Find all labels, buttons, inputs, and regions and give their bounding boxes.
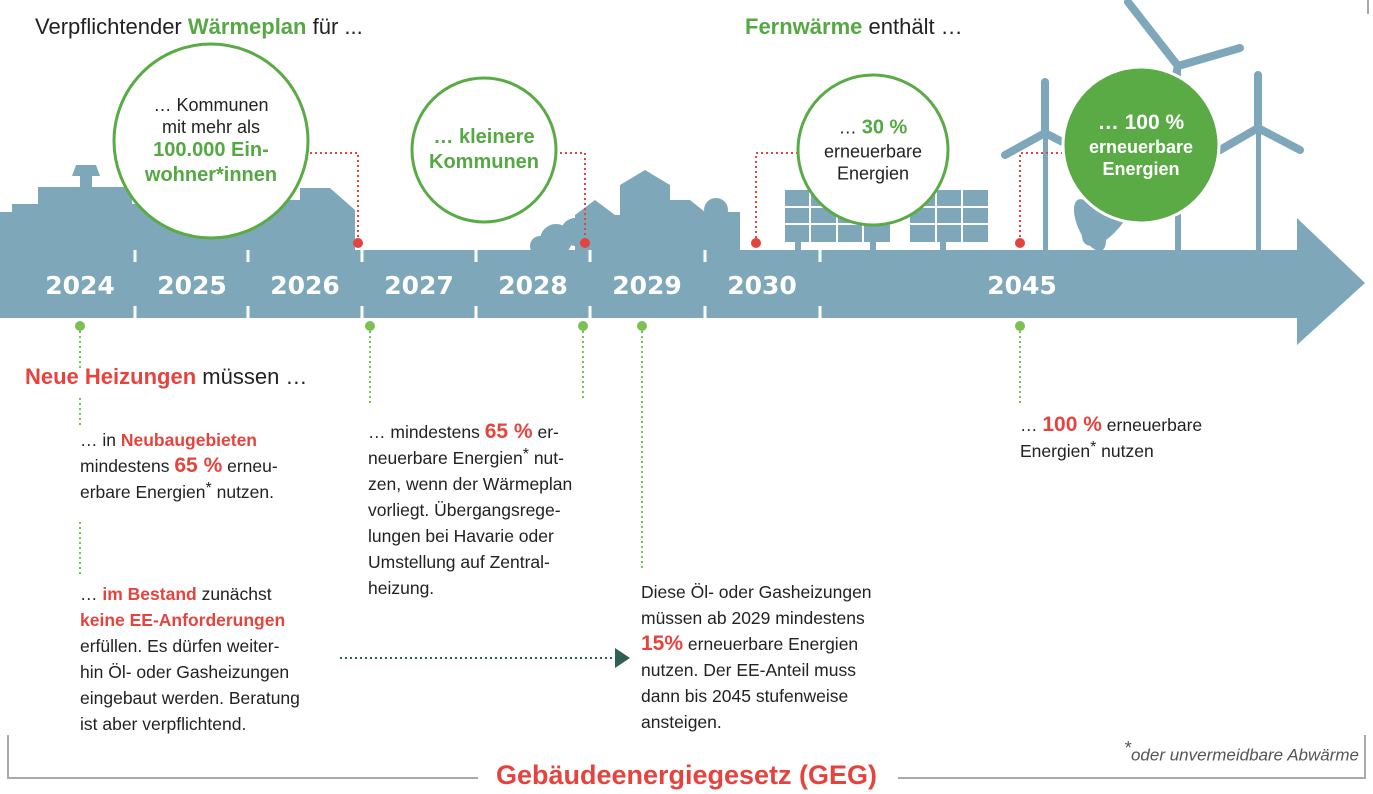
line: dann bis 2045 stufenweise — [641, 683, 872, 709]
line: müssen ab 2029 mindestens — [641, 605, 872, 631]
heating-heading: Neue Heizungen müssen … — [25, 364, 307, 390]
page: 2024 2025 2026 2027 2028 2029 2030 2045 Verpfli… — [0, 0, 1373, 794]
line: zen, wenn der Wärmeplan — [368, 471, 572, 497]
text: erneuerbare Energien — [688, 634, 858, 654]
text: … — [839, 118, 857, 138]
heat-plan-heading: Verpflichtender Wärmeplan für ... — [35, 14, 363, 40]
line: … 30 % — [824, 116, 922, 141]
line: neuerbare Energien* nut- — [368, 445, 572, 471]
text: erneu- — [227, 456, 278, 476]
line: mindestens 65 % erneu- — [80, 453, 278, 479]
text: … in — [80, 430, 116, 450]
line: Umstellung auf Zentral- — [368, 549, 572, 575]
line: heizung. — [368, 575, 572, 601]
highlight: Wärmeplan — [188, 14, 307, 39]
text: neuerbare Energien — [368, 448, 523, 468]
text: … mindestens — [368, 422, 480, 442]
asterisk: * — [523, 446, 529, 463]
year-label: 2030 — [727, 271, 797, 300]
highlight: 30 % — [862, 117, 908, 139]
line: keine EE-Anforderungen — [80, 607, 300, 633]
text: mindestens — [80, 456, 170, 476]
line: … 100 % — [1089, 110, 1193, 136]
green-dots — [75, 321, 1025, 331]
line: Energien — [1089, 158, 1193, 180]
line: … 100 % erneuerbare — [1020, 412, 1202, 438]
text: nutzen — [1101, 441, 1154, 461]
asterisk: * — [206, 480, 212, 497]
highlight: 15% — [641, 632, 683, 655]
highlight: Neubaugebieten — [121, 430, 257, 450]
line: erbare Energien* nutzen. — [80, 479, 278, 505]
year-label: 2025 — [157, 271, 227, 300]
highlight: Fernwärme — [745, 14, 862, 39]
asterisk: * — [1090, 439, 1096, 456]
year-label: 2028 — [498, 271, 568, 300]
year-label: 2024 — [45, 271, 115, 300]
text: zunächst — [202, 584, 272, 604]
text: er- — [537, 422, 558, 442]
text: nutzen. — [217, 482, 274, 502]
highlight: 65 % — [174, 454, 222, 477]
line: Diese Öl- oder Gasheizungen — [641, 579, 872, 605]
district-heating-heading: Fernwärme enthält … — [745, 14, 963, 40]
text: … — [80, 584, 98, 604]
text: enthält … — [869, 14, 963, 39]
line: lungen bei Havarie oder — [368, 523, 572, 549]
year-label: 2045 — [987, 271, 1057, 300]
note: … 100 % erneuerbare Energien* nutzen — [1020, 412, 1202, 464]
line: … kleinere — [429, 125, 539, 150]
highlight: Neue Heizungen — [25, 364, 196, 389]
line: vorliegt. Übergangsrege- — [368, 497, 572, 523]
highlight: 65 % — [485, 420, 533, 443]
year-label: 2026 — [270, 271, 340, 300]
circle-text: … 30 % erneuerbare Energien — [824, 116, 922, 185]
circle-text: … Kommunen mit mehr als 100.000 Ein- woh… — [145, 94, 277, 188]
line: hin Öl- oder Gasheizungen — [80, 659, 300, 685]
text: erneuerbare — [1107, 415, 1202, 435]
year-label: 2027 — [384, 271, 454, 300]
arrow-head — [615, 648, 630, 668]
text: erbare Energien — [80, 482, 206, 502]
line: … mindestens 65 % er- — [368, 419, 572, 445]
text: Energien — [1020, 441, 1090, 461]
line: ist aber verpflichtend. — [80, 711, 300, 737]
line: mit mehr als — [145, 116, 277, 138]
line: erneuerbare — [824, 141, 922, 163]
line: erfüllen. Es dürfen weiter- — [80, 633, 300, 659]
line: … in Neubaugebieten — [80, 427, 278, 453]
note: Diese Öl- oder Gasheizungen müssen ab 20… — [641, 579, 872, 735]
line: ansteigen. — [641, 709, 872, 735]
text: Verpflichtender — [35, 14, 182, 39]
line: erneuerbare — [1089, 136, 1193, 158]
highlight: im Bestand — [102, 584, 196, 604]
circle-text: … kleinere Kommunen — [429, 125, 539, 175]
line: Energien — [824, 163, 922, 185]
note: … mindestens 65 % er- neuerbare Energien… — [368, 419, 572, 601]
text: nut- — [534, 448, 564, 468]
asterisk: * — [1124, 738, 1131, 758]
line: wohner*innen — [145, 163, 277, 188]
line: Kommunen — [429, 150, 539, 175]
footer-title: Gebäudeenergiegesetz (GEG) — [0, 760, 1373, 791]
line: Energien* nutzen — [1020, 438, 1202, 464]
line: 100.000 Ein- — [145, 138, 277, 163]
line: … Kommunen — [145, 94, 277, 116]
text: für ... — [313, 14, 363, 39]
circle-text: … 100 % erneuerbare Energien — [1089, 110, 1193, 180]
text: müssen … — [202, 364, 307, 389]
text: … — [1020, 415, 1038, 435]
line: … im Bestand zunächst — [80, 581, 300, 607]
note: … im Bestand zunächst keine EE-Anforderu… — [80, 581, 300, 737]
note: … in Neubaugebieten mindestens 65 % erne… — [80, 427, 278, 505]
year-label: 2029 — [612, 271, 682, 300]
line: 15% erneuerbare Energien — [641, 631, 872, 657]
line: eingebaut werden. Beratung — [80, 685, 300, 711]
line: nutzen. Der EE-Anteil muss — [641, 657, 872, 683]
highlight: 100 % — [1042, 413, 1102, 436]
